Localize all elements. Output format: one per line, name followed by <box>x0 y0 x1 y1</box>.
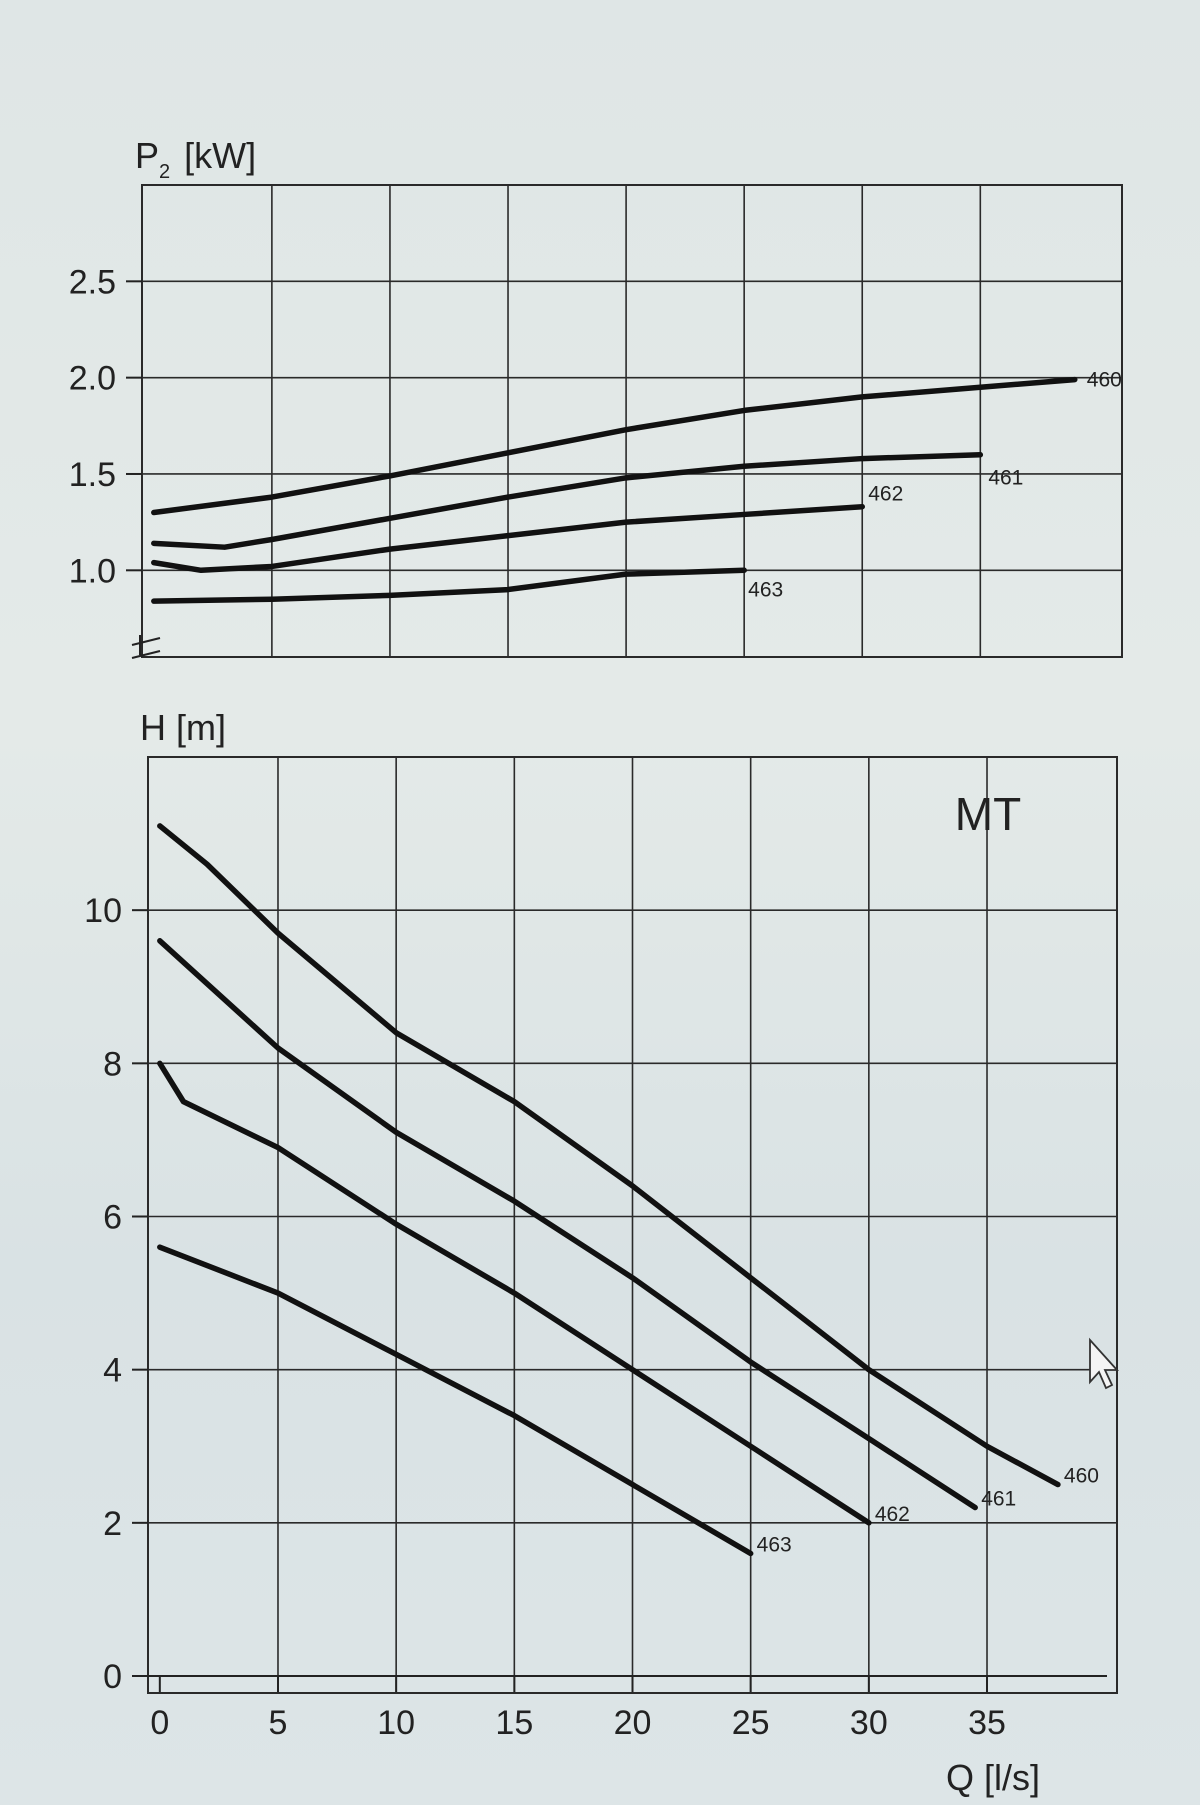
head-curve-461 <box>157 938 978 1511</box>
power-axis-arrow-icon <box>131 635 161 659</box>
head-curve-462 <box>157 1060 872 1526</box>
head-series-label-460: 460 <box>1064 1465 1099 1488</box>
power-y-tick-label: 1.0 <box>69 552 116 590</box>
power-series-label-462: 462 <box>868 483 903 506</box>
power-series-label-461: 461 <box>988 467 1023 490</box>
head-x-tick-label: 20 <box>614 1704 652 1742</box>
head-x-tick-label: 35 <box>968 1704 1006 1742</box>
mouse-cursor-icon <box>1089 1337 1120 1390</box>
power-chart-y-ticks: 1.0 1.5 2.0 2.5 <box>69 263 142 590</box>
head-curve-460 <box>157 823 1061 1488</box>
head-x-tick-label: 5 <box>269 1704 288 1742</box>
head-curve-463 <box>157 1244 754 1557</box>
head-series-label-462: 462 <box>875 1503 910 1526</box>
head-y-tick-label: 0 <box>103 1658 122 1696</box>
head-chart-grid <box>138 756 1118 1694</box>
head-chart: 0 2 4 6 8 10 0 5 10 15 20 25 30 35 460 461 462 463 H [m]… <box>84 707 1118 1798</box>
power-series-label-460: 460 <box>1087 369 1122 392</box>
head-y-tick-label: 8 <box>103 1045 122 1083</box>
head-series-label-463: 463 <box>757 1533 792 1556</box>
head-y-tick-label: 6 <box>103 1199 122 1237</box>
power-series-label-463: 463 <box>748 578 783 601</box>
power-chart-series: 460 461 462 463 <box>151 369 1122 604</box>
head-y-tick-label: 2 <box>103 1505 122 1543</box>
power-y-tick-label: 2.0 <box>69 360 116 398</box>
head-x-tick-label: 25 <box>732 1704 770 1742</box>
power-y-tick-label: 2.5 <box>69 263 116 301</box>
head-y-tick-label: 10 <box>84 892 122 930</box>
head-series-label-461: 461 <box>981 1488 1016 1511</box>
head-x-tick-label: 10 <box>377 1704 415 1742</box>
head-y-axis-label: H [m] <box>140 707 226 748</box>
power-curve-462 <box>151 503 865 574</box>
power-curve-463 <box>151 567 747 604</box>
power-curve-460 <box>151 376 1078 516</box>
head-chart-series: 460 461 462 463 <box>157 823 1099 1557</box>
head-x-tick-label: 0 <box>150 1704 169 1742</box>
power-curve-461 <box>151 451 984 550</box>
power-chart-grid <box>141 184 1123 658</box>
head-x-tick-label: 30 <box>850 1704 888 1742</box>
head-chart-ticks: 0 2 4 6 8 10 0 5 10 15 20 25 30 35 <box>84 892 1006 1742</box>
flow-x-axis-label: Q [l/s] <box>946 1757 1040 1798</box>
power-chart: 1.0 1.5 2.0 2.5 460 461 462 463 P2 [kW] <box>69 135 1123 659</box>
power-y-axis-label: P2 [kW] <box>135 135 256 183</box>
power-chart-frame <box>141 184 1123 658</box>
head-x-tick-label: 15 <box>495 1704 533 1742</box>
power-y-tick-label: 1.5 <box>69 456 116 494</box>
head-y-tick-label: 4 <box>103 1352 122 1390</box>
model-annotation: MT <box>955 788 1021 840</box>
